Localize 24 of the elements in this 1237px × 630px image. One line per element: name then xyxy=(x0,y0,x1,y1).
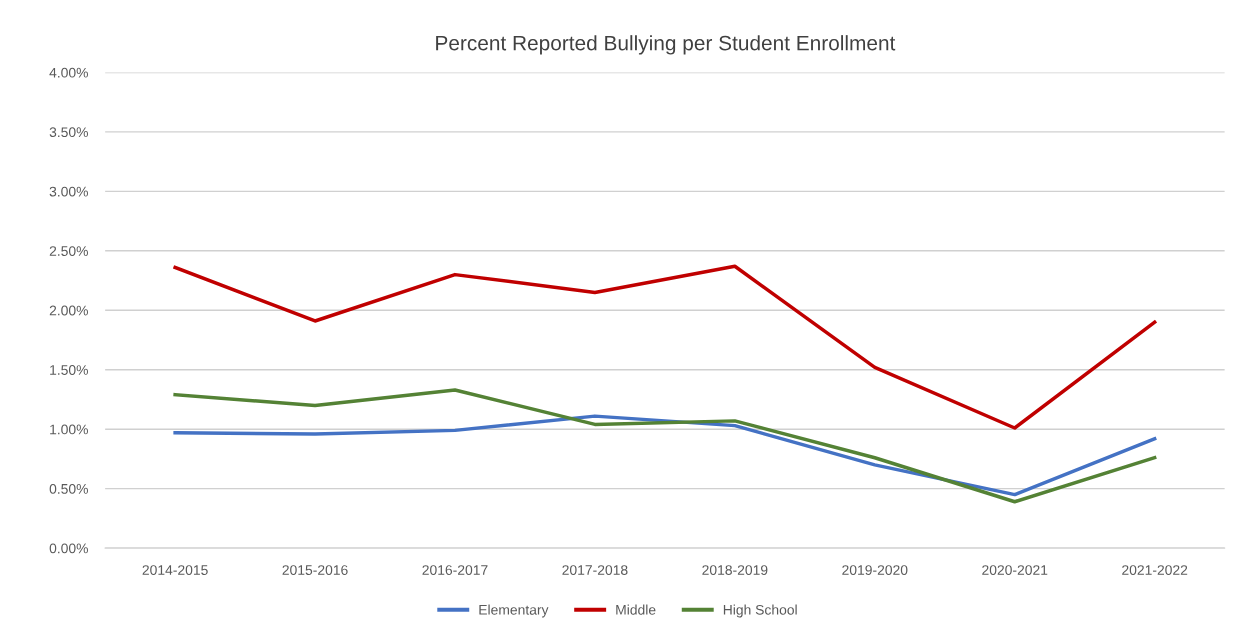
chart-title: Percent Reported Bullying per Student Enrollment xyxy=(436,35,896,55)
y-tick-label: 0.00% xyxy=(49,543,88,554)
line-series xyxy=(173,388,1157,504)
y-tick-label: 0.50% xyxy=(49,483,88,494)
x-tick-label: 2017-2018 xyxy=(562,565,628,575)
x-tick-label: 2014-2015 xyxy=(142,565,208,575)
legend-label: Elementary xyxy=(479,604,549,618)
x-tick-label: 2019-2020 xyxy=(842,565,908,575)
y-tick-label: 4.00% xyxy=(49,67,88,78)
x-tick-label: 2018-2019 xyxy=(702,565,768,575)
y-tick-label: 1.50% xyxy=(50,365,88,375)
x-tick-label: 2015-2016 xyxy=(282,565,348,575)
x-tick-label: 2016-2017 xyxy=(422,565,488,575)
x-tick-label: 2020-2021 xyxy=(982,565,1048,575)
y-tick-label: 2.50% xyxy=(49,246,88,256)
legend-label: High School xyxy=(723,604,797,618)
y-tick-label: 3.00% xyxy=(49,186,88,197)
legend-label: Middle xyxy=(616,604,656,615)
line-series xyxy=(173,414,1157,497)
line-series xyxy=(173,264,1157,430)
x-tick-label: 2021-2022 xyxy=(1122,565,1188,575)
y-tick-label: 1.00% xyxy=(50,424,88,435)
y-tick-label: 3.50% xyxy=(49,127,88,138)
y-tick-label: 2.00% xyxy=(49,305,88,316)
